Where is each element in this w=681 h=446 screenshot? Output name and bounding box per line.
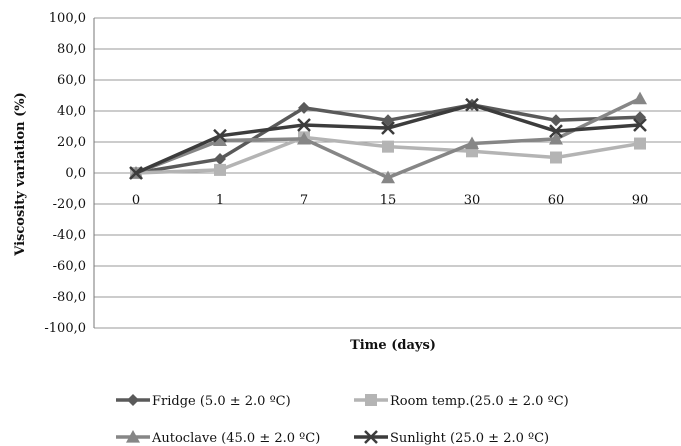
x-tick-label: 0 [132, 193, 140, 208]
y-tick-label: -80,0 [53, 290, 86, 305]
series-3 [129, 97, 647, 180]
x-axis-title: Time (days) [350, 338, 436, 353]
data-point-marker [633, 118, 647, 132]
data-point-marker [550, 151, 562, 164]
data-point-marker [129, 166, 143, 180]
data-point-marker [213, 128, 227, 143]
data-point-marker [297, 118, 311, 132]
legend-item: Autoclave (45.0 ± 2.0 ºC) [116, 430, 320, 446]
x-tick-label: 30 [464, 193, 481, 208]
marker-stroke [549, 124, 563, 139]
y-tick-label: 20,0 [57, 135, 86, 150]
legend-label: Fridge (5.0 ± 2.0 ºC) [152, 394, 291, 409]
data-point-marker [550, 114, 562, 127]
marker-stroke [465, 97, 479, 112]
data-point-marker [126, 430, 140, 443]
data-point-marker [465, 136, 479, 150]
data-point-marker [298, 101, 310, 114]
series-lines [129, 91, 647, 184]
x-axis-ticks: 0 1 7 15 30 60 90 [132, 193, 648, 208]
legend-label: Sunlight (25.0 ± 2.0 ºC) [390, 431, 549, 446]
marker-stroke [633, 118, 647, 132]
marker-stroke [381, 121, 395, 135]
legend-item: Fridge (5.0 ± 2.0 ºC) [116, 394, 291, 409]
y-tick-label: -20,0 [53, 197, 86, 212]
legend-item: Room temp.(25.0 ± 2.0 ºC) [354, 394, 569, 409]
x-tick-label: 60 [548, 193, 565, 208]
marker-stroke [213, 128, 227, 143]
data-point-marker [127, 394, 139, 406]
legend-label: Room temp.(25.0 ± 2.0 ºC) [390, 394, 569, 409]
y-tick-label: 60,0 [57, 73, 86, 88]
data-point-marker [214, 163, 226, 176]
legend: Fridge (5.0 ± 2.0 ºC) Room temp.(25.0 ± 2… [116, 394, 569, 446]
y-tick-label: 0,0 [65, 166, 86, 181]
y-axis-title: Viscosity variation (%) [13, 92, 28, 256]
data-point-marker [381, 121, 395, 135]
marker-stroke [364, 430, 378, 444]
legend-item: Sunlight (25.0 ± 2.0 ºC) [354, 430, 549, 446]
x-tick-label: 90 [632, 193, 649, 208]
y-tick-label: 100,0 [49, 11, 86, 26]
data-point-marker [381, 170, 395, 184]
data-point-marker [549, 124, 563, 139]
data-point-marker [549, 131, 563, 145]
legend-label: Autoclave (45.0 ± 2.0 ºC) [151, 431, 320, 446]
y-tick-label: 80,0 [57, 42, 86, 57]
x-tick-label: 7 [300, 193, 308, 208]
marker-stroke [297, 118, 311, 132]
data-point-marker [214, 153, 226, 166]
data-point-marker [365, 394, 377, 406]
y-tick-label: -60,0 [53, 259, 86, 274]
data-point-marker [382, 140, 394, 153]
x-tick-label: 1 [216, 193, 224, 208]
y-tick-label: 40,0 [57, 104, 86, 119]
data-point-marker [364, 430, 378, 444]
data-point-marker [634, 137, 646, 150]
data-point-marker [465, 97, 479, 112]
data-point-marker [633, 91, 647, 105]
y-tick-label: -100,0 [44, 321, 86, 336]
x-tick-label: 15 [380, 193, 397, 208]
y-tick-label: -40,0 [53, 228, 86, 243]
marker-stroke [129, 166, 143, 180]
y-axis-ticks: 100,0 80,0 60,0 40,0 20,0 0,0 -20,0 -40,0 -60,0 -… [44, 11, 86, 336]
data-point-marker [213, 133, 227, 147]
data-point-marker [297, 131, 311, 145]
